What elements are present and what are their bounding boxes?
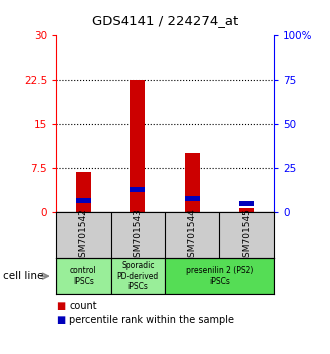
Text: ■: ■ — [56, 301, 65, 310]
Text: cell line: cell line — [3, 271, 44, 281]
Text: GSM701544: GSM701544 — [188, 208, 197, 263]
Text: presenilin 2 (PS2)
iPSCs: presenilin 2 (PS2) iPSCs — [186, 267, 253, 286]
Text: Sporadic
PD-derived
iPSCs: Sporadic PD-derived iPSCs — [116, 261, 159, 291]
Bar — [239, 208, 254, 212]
Bar — [130, 80, 146, 212]
Text: ■: ■ — [56, 315, 65, 325]
Text: control
IPSCs: control IPSCs — [70, 267, 97, 286]
Bar — [76, 198, 91, 203]
Text: percentile rank within the sample: percentile rank within the sample — [69, 315, 234, 325]
Bar — [239, 201, 254, 206]
Text: GDS4141 / 224274_at: GDS4141 / 224274_at — [92, 13, 238, 27]
Bar — [184, 153, 200, 212]
Bar — [111, 258, 165, 294]
Text: GSM701543: GSM701543 — [133, 208, 142, 263]
Text: count: count — [69, 301, 97, 310]
Bar — [184, 196, 200, 201]
Bar — [165, 258, 274, 294]
Bar — [76, 172, 91, 212]
Bar — [56, 258, 111, 294]
Text: GSM701542: GSM701542 — [79, 208, 88, 263]
Bar — [130, 187, 146, 193]
Text: GSM701545: GSM701545 — [242, 208, 251, 263]
